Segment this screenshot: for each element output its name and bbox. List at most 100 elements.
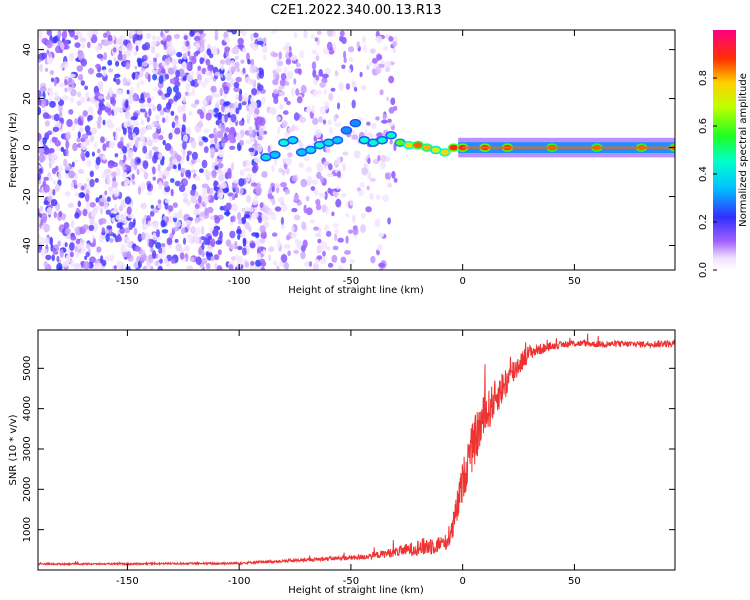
noise-speckle: [117, 53, 124, 61]
noise-speckle: [146, 124, 152, 131]
noise-speckle: [178, 184, 186, 193]
noise-speckle: [150, 204, 154, 209]
noise-speckle: [132, 92, 138, 102]
noise-speckle: [275, 67, 283, 73]
noise-speckle: [332, 42, 336, 52]
noise-speckle: [104, 190, 108, 196]
noise-speckle: [190, 103, 198, 108]
noise-speckle: [125, 81, 131, 87]
noise-speckle: [161, 68, 166, 74]
noise-speckle: [52, 126, 60, 132]
noise-speckle: [152, 176, 156, 181]
noise-speckle: [164, 73, 170, 80]
x-tick-label: 50: [568, 276, 581, 287]
noise-speckle: [66, 119, 73, 127]
noise-speckle: [207, 235, 212, 240]
noise-speckle: [174, 180, 181, 187]
snr-ticks: -150 -100 -50 0 50 1000 2000 3000 4000 5000: [22, 330, 675, 587]
noise-speckle: [125, 265, 131, 270]
noise-speckle: [201, 81, 208, 88]
noise-speckle: [209, 187, 214, 195]
noise-speckle: [305, 166, 313, 173]
noise-speckle: [64, 166, 71, 171]
noise-speckle: [145, 92, 151, 98]
noise-speckle: [166, 166, 172, 172]
noise-speckle: [148, 239, 154, 248]
noise-speckle: [221, 104, 225, 113]
noise-speckle: [201, 159, 208, 169]
noise-speckle: [159, 109, 165, 116]
noise-speckle: [232, 179, 239, 184]
noise-speckle: [232, 196, 235, 201]
noise-speckle: [120, 244, 126, 251]
noise-speckle: [126, 43, 133, 51]
noise-speckle: [160, 243, 166, 248]
noise-speckle: [201, 57, 205, 62]
noise-speckle: [326, 41, 333, 51]
noise-speckle: [210, 147, 216, 156]
noise-speckle: [97, 149, 101, 153]
noise-speckle: [295, 88, 300, 96]
noise-speckle: [53, 95, 61, 103]
noise-speckle: [183, 35, 188, 41]
noise-speckle: [337, 170, 341, 178]
noise-speckle: [114, 73, 121, 78]
noise-speckle: [156, 103, 162, 112]
signal-track-point: [304, 145, 317, 155]
noise-speckle: [121, 215, 127, 221]
noise-speckle: [176, 154, 182, 162]
noise-speckle: [194, 203, 200, 209]
noise-speckle: [201, 136, 207, 141]
noise-speckle: [300, 251, 306, 260]
noise-speckle: [79, 127, 84, 133]
noise-speckle: [334, 233, 338, 242]
noise-speckle: [44, 237, 50, 245]
noise-speckle: [64, 87, 68, 93]
noise-speckle: [38, 168, 43, 174]
noise-speckle: [164, 58, 171, 66]
noise-speckle: [272, 260, 278, 266]
noise-speckle: [105, 209, 112, 215]
noise-speckle: [113, 77, 117, 83]
noise-speckle: [59, 82, 66, 88]
colorbar-tick-label: 0.0: [698, 262, 709, 278]
noise-speckle: [179, 252, 185, 260]
noise-speckle: [360, 224, 366, 234]
noise-speckle: [198, 195, 202, 204]
noise-speckle: [186, 265, 194, 270]
noise-speckle: [230, 60, 235, 66]
noise-speckle: [113, 57, 117, 62]
noise-speckle: [349, 199, 354, 206]
noise-speckle: [287, 127, 295, 133]
noise-speckle: [99, 207, 103, 215]
noise-speckle: [356, 187, 361, 192]
noise-speckle: [182, 179, 188, 185]
noise-speckle: [230, 113, 237, 123]
noise-speckle: [225, 202, 232, 211]
noise-speckle: [325, 146, 331, 154]
noise-speckle: [43, 176, 49, 181]
noise-speckle: [113, 188, 120, 197]
x-tick-label: -50: [343, 576, 359, 587]
noise-speckle: [365, 206, 372, 213]
noise-speckle: [115, 89, 123, 95]
noise-speckle: [182, 96, 187, 104]
noise-speckle: [41, 99, 46, 108]
noise-speckle: [242, 237, 247, 247]
noise-speckle: [234, 55, 239, 60]
noise-speckle: [152, 87, 160, 92]
noise-speckle: [313, 226, 319, 231]
noise-speckle: [70, 181, 74, 191]
noise-speckle: [295, 239, 302, 247]
noise-speckle: [339, 35, 344, 42]
noise-speckle: [123, 182, 128, 187]
noise-speckle: [360, 85, 367, 91]
noise-speckle: [77, 117, 82, 126]
noise-speckle: [303, 204, 307, 214]
noise-speckle: [155, 229, 160, 238]
noise-speckle: [182, 237, 187, 245]
noise-speckle: [316, 161, 323, 169]
noise-speckle: [182, 134, 188, 143]
noise-speckle: [151, 68, 159, 74]
noise-speckle: [184, 245, 190, 252]
